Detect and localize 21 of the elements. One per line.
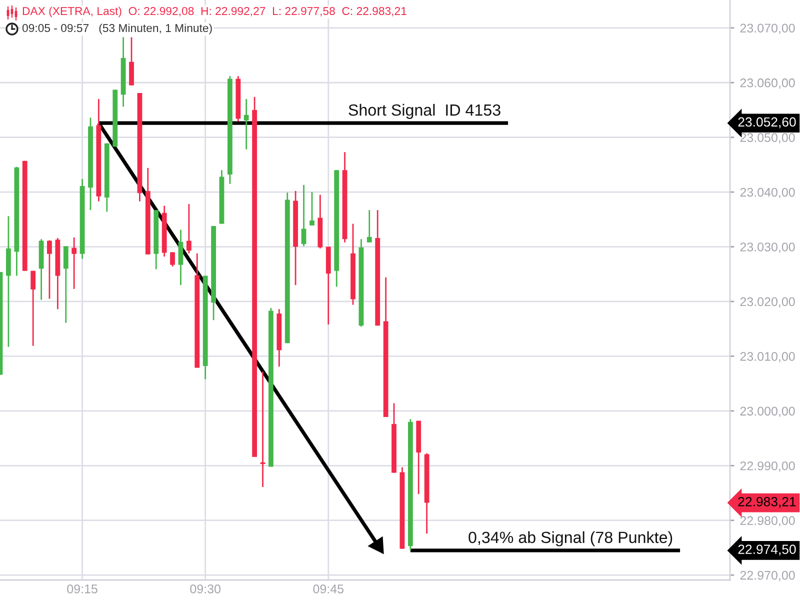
y-tick-label: 23.000,00 <box>740 406 795 418</box>
series-label: Short Signal ID 4153 <box>348 104 500 119</box>
text: 09:05 - 09:57 (53 Minuten, 1 Minute) <box>22 24 212 34</box>
y-tick-label: 23.010,00 <box>740 352 795 362</box>
y-tick-label: 23.030,00 <box>740 242 795 253</box>
series-label: 0,34% ab Signal (78 Punkte) <box>468 531 672 546</box>
y-tick-label: 22.970,00 <box>740 570 795 582</box>
y-tick-label: 22.980,00 <box>740 516 795 526</box>
y-tick-label: 23.060,00 <box>740 78 795 89</box>
y-tick-label: 23.050,00 <box>740 133 795 144</box>
y-tick-label: 22.990,00 <box>740 461 795 472</box>
text: DAX (XETRA, Last) O: 22.992,08 H: 22.992,27 L: 22.977,58 C: 22.983,21 <box>22 6 406 18</box>
x-tick-label: 09:45 <box>313 584 344 594</box>
y-tick-label: 23.020,00 <box>740 297 795 308</box>
text: 22.974,50 <box>738 544 796 556</box>
text: 23.052,60 <box>738 117 796 128</box>
y-tick-label: 23.070,00 <box>740 24 795 34</box>
y-tick-label: 23.040,00 <box>740 188 795 198</box>
text: 22.983,21 <box>738 496 796 508</box>
x-tick-label: 09:30 <box>190 584 220 594</box>
x-tick-label: 09:15 <box>67 584 98 594</box>
